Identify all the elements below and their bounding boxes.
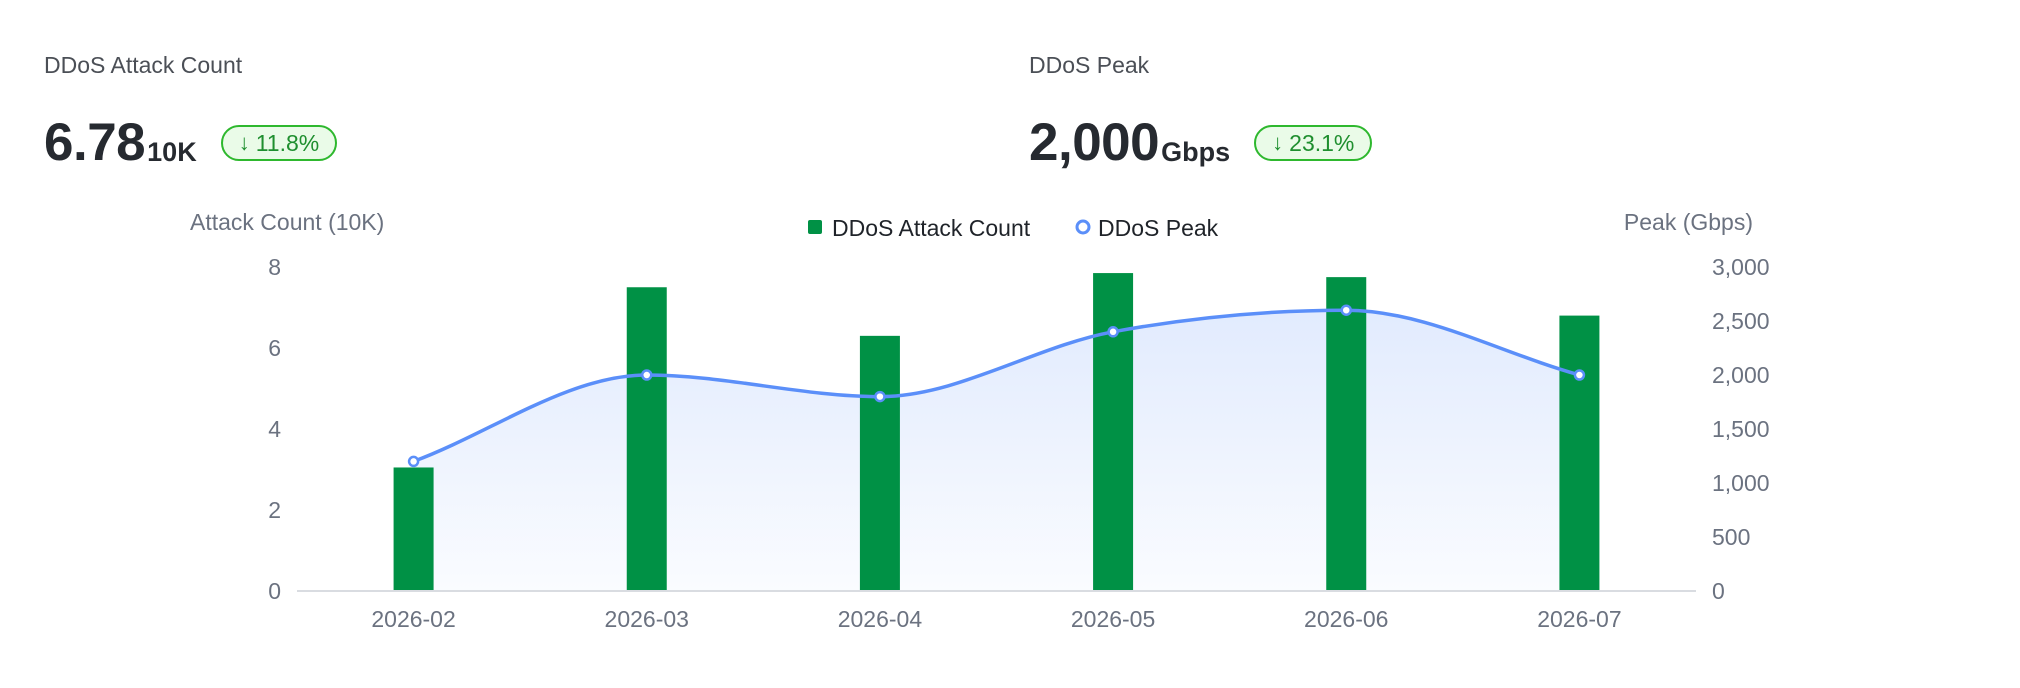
arrow-down-icon: ↓: [238, 130, 250, 155]
y-axis-right-label: Peak (Gbps): [1624, 209, 1753, 235]
bar-attack-count[interactable]: [626, 287, 667, 591]
y-right-tick-label: 0: [1712, 578, 1725, 604]
kpi-change-value: 11.8%: [255, 129, 320, 156]
kpi-title: DDoS Attack Count: [44, 52, 243, 78]
y-left-tick-label: 8: [268, 254, 281, 280]
x-tick-label: 2026-06: [1304, 606, 1388, 632]
x-tick-label: 2026-05: [1071, 606, 1155, 632]
kpi-value-row: 2,000 Gbps ↓ 23.1%: [1029, 112, 1373, 174]
kpi-title: DDoS Peak: [1029, 52, 1150, 78]
x-tick-label: 2026-04: [838, 606, 923, 632]
y-right-tick-label: 1,000: [1712, 470, 1770, 496]
kpi-value-row: 6.78 10K ↓ 11.8%: [44, 112, 338, 174]
bar-attack-count[interactable]: [1559, 315, 1600, 591]
y-left-tick-label: 6: [268, 335, 281, 361]
peak-point[interactable]: [407, 455, 420, 468]
kpi-change-badge: ↓ 11.8%: [220, 125, 338, 161]
legend-line-swatch[interactable]: [1075, 219, 1091, 235]
legend-bar-swatch[interactable]: [808, 220, 822, 234]
arrow-down-icon: ↓: [1272, 130, 1284, 155]
x-tick-label: 2026-03: [605, 606, 689, 632]
legend-label-attack-count[interactable]: DDoS Attack Count: [832, 215, 1031, 241]
kpi-unit: 10K: [147, 136, 197, 167]
y-right-tick-label: 3,000: [1712, 254, 1770, 280]
y-left-tick-label: 0: [268, 578, 281, 604]
y-axis-left-label: Attack Count (10K): [190, 209, 384, 235]
peak-point[interactable]: [1573, 369, 1586, 381]
y-left-tick-label: 4: [268, 416, 281, 442]
y-right-tick-label: 2,500: [1712, 308, 1770, 334]
y-right-tick-label: 500: [1712, 524, 1750, 550]
y-left-tick-label: 2: [268, 497, 281, 523]
x-tick-label: 2026-07: [1537, 606, 1621, 632]
bar-attack-count[interactable]: [1326, 277, 1367, 591]
bar-attack-count[interactable]: [859, 335, 900, 591]
peak-line[interactable]: [412, 308, 1580, 464]
bar-attack-count[interactable]: [393, 467, 434, 591]
kpi-change-badge: ↓ 23.1%: [1254, 125, 1373, 161]
peak-point[interactable]: [1107, 326, 1119, 338]
y-right-tick-label: 2,000: [1712, 362, 1770, 388]
kpi-value: 2,000: [1029, 113, 1160, 172]
peak-area-fill: [413, 310, 1580, 591]
y-right-tick-label: 1,500: [1712, 416, 1770, 442]
kpi-change-value: 23.1%: [1289, 129, 1355, 156]
legend: DDoS Attack Count DDoS Peak: [808, 215, 1219, 241]
bar-attack-count[interactable]: [1093, 273, 1134, 591]
kpi-value: 6.78: [44, 113, 146, 172]
kpi-unit: Gbps: [1161, 136, 1231, 167]
x-tick-label: 2026-02: [371, 606, 455, 632]
legend-label-peak[interactable]: DDoS Peak: [1098, 215, 1219, 241]
peak-point[interactable]: [874, 390, 886, 403]
peak-point[interactable]: [1340, 304, 1352, 316]
peak-point[interactable]: [641, 369, 653, 381]
